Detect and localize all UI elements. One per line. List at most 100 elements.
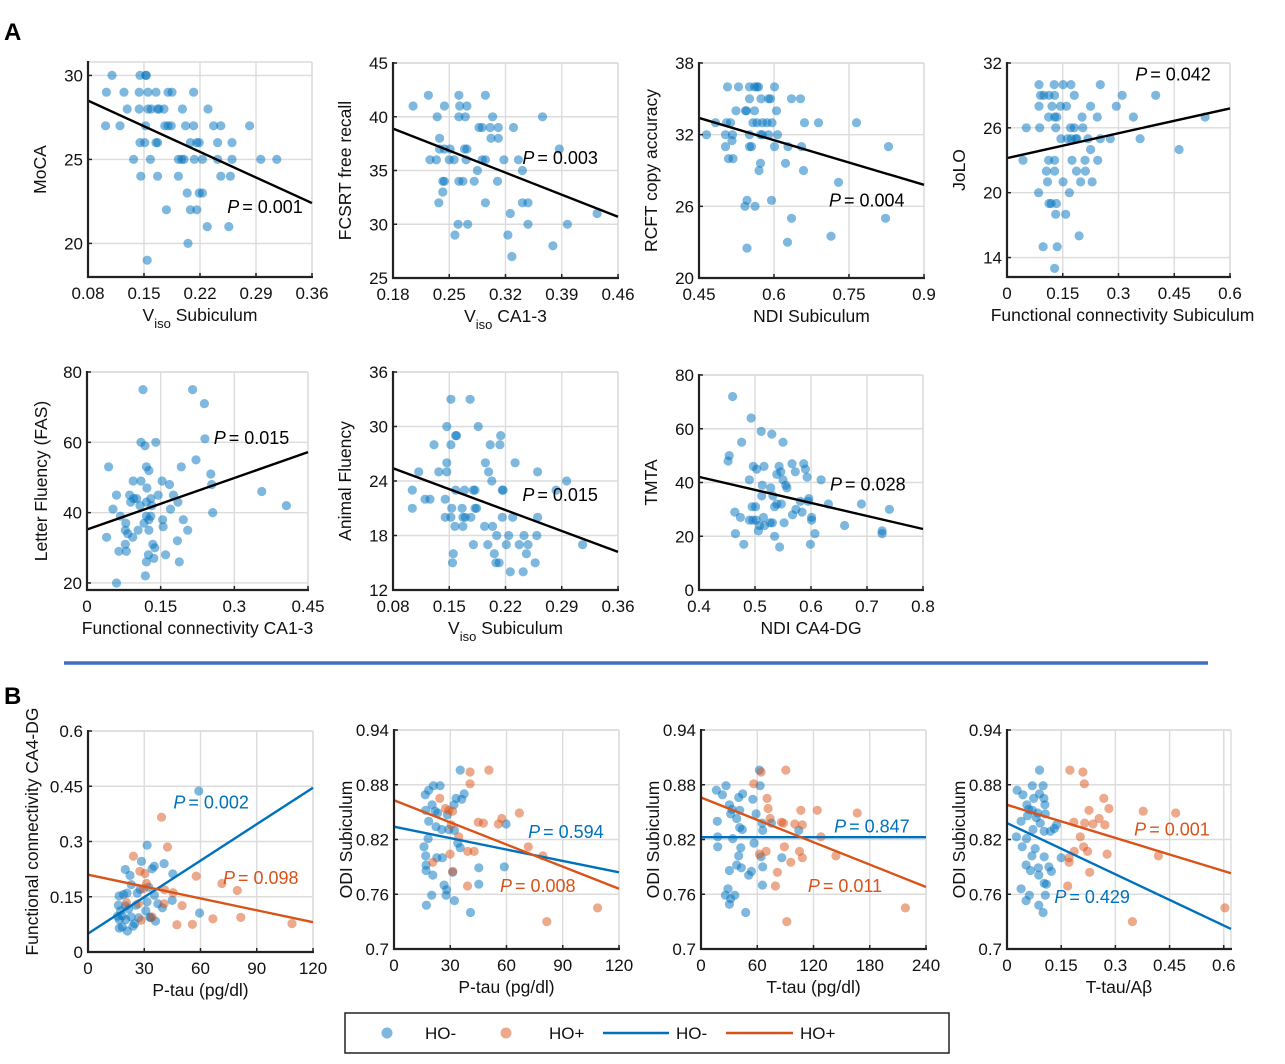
data-point [722, 82, 733, 92]
data-point [1050, 90, 1060, 100]
y-tick-label: 0.6 [59, 722, 83, 741]
data-point [766, 483, 776, 493]
data-point [126, 497, 136, 507]
data-point [1117, 90, 1127, 100]
data-point [1088, 819, 1098, 829]
data-point [1040, 800, 1050, 810]
data-point [1071, 166, 1082, 176]
chart-b4: 0 0.15 0.3 0.45 0.6 0.7 0.76 0.82 0.88 0.94 ODI Su… [949, 721, 1236, 997]
data-point [1095, 80, 1105, 90]
data-point [840, 520, 850, 531]
x-tick-label: 0.39 [545, 285, 578, 304]
x-axis-label-main: V [464, 306, 476, 326]
data-point [1051, 198, 1061, 209]
data-point [1023, 811, 1033, 821]
p-value: = 0.011 [823, 876, 882, 896]
data-point [462, 101, 472, 111]
data-point [161, 550, 171, 560]
data-point [1084, 805, 1094, 815]
x-axis-label-main: NDI CA4-DG [760, 618, 861, 638]
data-point [728, 391, 738, 402]
data-point [739, 539, 749, 549]
data-point [465, 767, 475, 777]
x-axis-label: P-tau (pg/dl) [458, 977, 554, 997]
p-value-annotation: P = 0.429 [1054, 887, 1130, 907]
data-point [771, 106, 782, 116]
fit-line [698, 475, 924, 531]
data-point [1135, 134, 1145, 144]
data-point [725, 118, 736, 128]
p-value: = 0.429 [1069, 887, 1130, 907]
y-axis-label: Animal Fluency [335, 421, 355, 541]
x-tick-label: 0.18 [376, 285, 409, 304]
data-point [136, 915, 146, 925]
data-point [782, 917, 792, 927]
data-point [1058, 177, 1068, 187]
data-point [1038, 781, 1048, 791]
data-point [744, 94, 755, 104]
data-point [1094, 813, 1104, 824]
data-point [119, 87, 129, 97]
data-point [701, 130, 712, 140]
x-tick-label: 0.6 [1212, 956, 1236, 975]
y-tick-label: 0 [685, 581, 694, 600]
data-point [1050, 166, 1060, 176]
x-tick-label: 0.3 [1107, 284, 1131, 303]
data-point [164, 479, 175, 490]
data-point [1039, 852, 1049, 862]
x-tick-label: 30 [441, 956, 460, 975]
x-tick-label: 0.32 [489, 285, 522, 304]
data-point [728, 154, 738, 164]
data-point [480, 198, 490, 208]
y-tick-label: 40 [63, 504, 82, 523]
data-point [199, 399, 209, 409]
data-point [802, 472, 812, 482]
y-tick-label: 32 [675, 126, 694, 145]
data-point [548, 241, 558, 251]
data-point [744, 870, 754, 880]
data-point [1039, 878, 1049, 888]
data-point [102, 532, 112, 542]
data-point [1086, 144, 1096, 155]
data-point [777, 853, 787, 863]
x-axis-label-rest: Subiculum [171, 305, 258, 325]
data-point [442, 421, 452, 432]
data-point [183, 238, 193, 248]
data-point [795, 94, 806, 104]
data-point [1080, 166, 1090, 176]
data-point [187, 919, 197, 930]
data-point [734, 792, 744, 803]
data-point [731, 106, 741, 116]
data-point [883, 142, 894, 152]
x-tick-label: 0 [83, 959, 92, 978]
x-axis-label-main: P-tau (pg/dl) [152, 980, 248, 1000]
p-value-annotation: P = 0.594 [528, 822, 604, 842]
data-point [122, 888, 132, 898]
p-value: = 0.098 [238, 868, 299, 888]
data-point [749, 838, 759, 848]
data-point [720, 130, 731, 140]
data-point [799, 118, 810, 128]
data-point [1033, 863, 1043, 873]
data-point [1153, 851, 1163, 861]
panel-label-b: B [4, 683, 21, 710]
fit-line [86, 451, 309, 531]
y-axis-label: Functional connectivity CA4-DG [22, 707, 42, 955]
data-point [1028, 824, 1038, 835]
y-axis-label: TMTA [641, 459, 661, 506]
data-point [141, 70, 151, 80]
p-value: = 0.008 [515, 876, 576, 896]
data-point [472, 165, 482, 176]
data-point [1078, 123, 1088, 133]
x-axis-label: NDI Subiculum [753, 306, 870, 326]
data-point [236, 912, 246, 923]
data-point [517, 165, 528, 176]
data-point [781, 765, 791, 775]
data-point [1027, 851, 1037, 861]
data-point [448, 866, 458, 877]
data-point [772, 469, 782, 479]
data-point [562, 219, 573, 229]
data-point [554, 144, 564, 154]
data-point [454, 112, 464, 122]
data-point [757, 480, 767, 490]
